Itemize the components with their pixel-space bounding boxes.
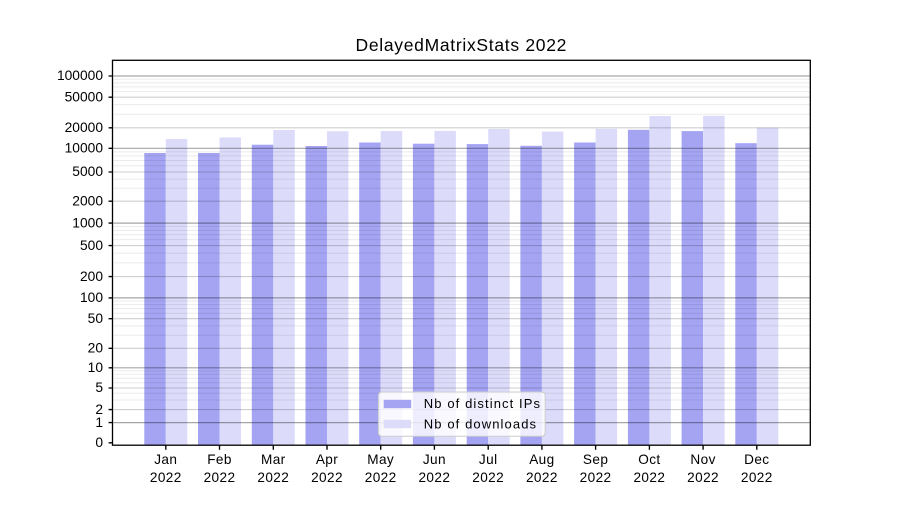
svg-text:50: 50 <box>88 311 104 326</box>
svg-text:5: 5 <box>95 380 103 395</box>
svg-text:0: 0 <box>95 435 103 450</box>
svg-text:Jan: Jan <box>154 452 177 467</box>
svg-text:May: May <box>367 452 394 467</box>
svg-text:Feb: Feb <box>207 452 232 467</box>
svg-text:5000: 5000 <box>72 164 103 179</box>
svg-text:2022: 2022 <box>257 470 289 485</box>
svg-text:200: 200 <box>80 269 103 284</box>
svg-text:2022: 2022 <box>741 470 773 485</box>
svg-text:2022: 2022 <box>365 470 397 485</box>
svg-text:2022: 2022 <box>311 470 343 485</box>
svg-text:Jul: Jul <box>479 452 498 467</box>
svg-text:2: 2 <box>95 402 103 417</box>
svg-text:50000: 50000 <box>65 89 104 104</box>
svg-text:1: 1 <box>95 415 103 430</box>
svg-text:10000: 10000 <box>65 141 104 156</box>
svg-text:2022: 2022 <box>687 470 719 485</box>
svg-text:2022: 2022 <box>580 470 612 485</box>
svg-text:2022: 2022 <box>472 470 504 485</box>
svg-text:100: 100 <box>80 290 103 305</box>
svg-text:Oct: Oct <box>638 452 660 467</box>
svg-text:1000: 1000 <box>72 215 103 230</box>
svg-text:20000: 20000 <box>65 120 104 135</box>
svg-text:100000: 100000 <box>57 68 103 83</box>
svg-text:2022: 2022 <box>150 470 182 485</box>
svg-text:500: 500 <box>80 238 103 253</box>
svg-text:DelayedMatrixStats 2022: DelayedMatrixStats 2022 <box>355 35 567 55</box>
svg-text:2022: 2022 <box>526 470 558 485</box>
svg-text:Sep: Sep <box>583 452 608 467</box>
svg-text:Nb of distinct IPs: Nb of distinct IPs <box>424 396 541 411</box>
svg-text:10: 10 <box>88 360 104 375</box>
svg-text:2022: 2022 <box>418 470 450 485</box>
svg-text:Apr: Apr <box>316 452 338 467</box>
svg-text:Dec: Dec <box>744 452 769 467</box>
svg-text:20: 20 <box>88 341 104 356</box>
svg-text:2000: 2000 <box>72 193 103 208</box>
svg-text:Aug: Aug <box>529 452 554 467</box>
svg-text:Mar: Mar <box>261 452 286 467</box>
svg-text:2022: 2022 <box>633 470 665 485</box>
svg-text:Nov: Nov <box>690 452 715 467</box>
svg-text:Nb of downloads: Nb of downloads <box>424 416 537 431</box>
svg-text:2022: 2022 <box>204 470 236 485</box>
svg-text:Jun: Jun <box>423 452 446 467</box>
